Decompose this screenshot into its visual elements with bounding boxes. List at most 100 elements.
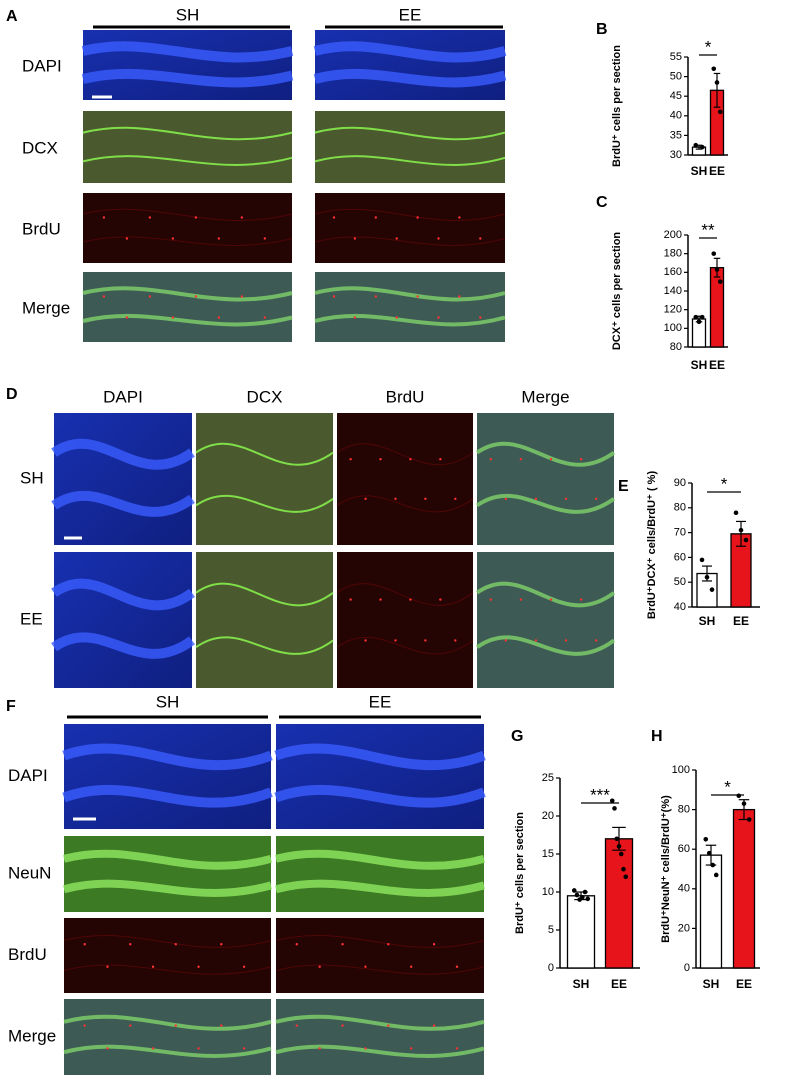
data-point	[714, 80, 720, 85]
data-point	[623, 874, 629, 880]
cell-dot	[151, 1047, 155, 1050]
cell-dot	[416, 216, 419, 219]
cell-dot	[106, 965, 109, 968]
data-point	[693, 314, 699, 320]
cell-dot	[489, 458, 492, 461]
cell-dot	[341, 1024, 344, 1027]
data-point	[612, 806, 617, 811]
y-tick-label: 80	[674, 502, 686, 514]
data-point	[711, 66, 717, 72]
cell-dot	[295, 1024, 298, 1027]
cell-layer	[336, 443, 474, 466]
cell-layer	[82, 236, 293, 246]
row-label: Merge	[8, 1026, 56, 1045]
micrograph	[83, 111, 292, 183]
x-tick-label: EE	[709, 164, 725, 178]
cell-dot	[454, 639, 457, 642]
cell-dot	[374, 216, 377, 219]
cell-layer	[314, 126, 506, 141]
y-tick-label: 70	[674, 527, 686, 539]
cell-dot	[437, 237, 440, 240]
bar	[604, 838, 634, 969]
cell-dot	[394, 639, 397, 642]
row-label: NeuN	[8, 863, 51, 882]
y-tick-label: 50	[670, 71, 682, 83]
cell-layer	[275, 1044, 485, 1058]
data-point	[714, 267, 720, 272]
micrograph	[54, 413, 192, 545]
cell-dot	[129, 943, 132, 946]
cell-dot	[332, 295, 336, 298]
cell-dot	[458, 216, 461, 219]
cell-dot	[432, 1024, 436, 1027]
micrograph	[54, 552, 192, 688]
cell-dot	[353, 316, 357, 319]
column-header: BrdU	[386, 387, 425, 406]
y-tick-label: 40	[678, 883, 690, 895]
row-label: EE	[20, 609, 43, 628]
cell-dot	[549, 598, 553, 601]
cell-layer	[195, 582, 334, 607]
data-point	[580, 895, 585, 900]
y-tick-label: 0	[548, 962, 554, 974]
panel-letter: A	[6, 8, 18, 25]
row-label: DCX	[22, 138, 58, 157]
data-point	[741, 801, 747, 806]
significance: **	[701, 220, 715, 239]
y-tick-label: 30	[670, 149, 682, 161]
cell-layer	[274, 879, 486, 897]
cell-layer	[274, 784, 486, 808]
significance: *	[721, 474, 728, 493]
cell-dot	[318, 1047, 321, 1050]
y-tick-label: 40	[674, 601, 686, 613]
data-point	[585, 896, 591, 902]
cell-dot	[579, 458, 583, 461]
cell-dot	[151, 965, 155, 968]
cell-layer	[313, 68, 507, 88]
data-point	[717, 279, 723, 284]
micrograph	[477, 413, 614, 545]
cell-dot	[263, 237, 267, 240]
cell-dot	[379, 598, 382, 601]
x-tick-label: SH	[699, 614, 716, 628]
cell-dot	[432, 943, 436, 946]
cell-layer	[51, 490, 195, 517]
panel-letter: C	[596, 194, 608, 211]
bar	[709, 267, 725, 348]
micrograph	[276, 918, 484, 993]
y-axis-label: BrdU⁺ cells per section	[514, 812, 526, 934]
column-header: DCX	[247, 387, 283, 406]
cell-layer	[314, 313, 506, 327]
cell-layer	[195, 636, 334, 655]
cell-dot	[217, 316, 221, 319]
cell-dot	[410, 965, 413, 968]
cell-layer	[82, 126, 293, 141]
y-tick-label: 80	[670, 341, 682, 353]
cell-dot	[318, 965, 321, 968]
y-tick-label: 20	[542, 810, 554, 822]
column-header: SH	[176, 5, 200, 24]
cell-dot	[458, 295, 461, 298]
data-point	[710, 862, 716, 868]
y-tick-label: 25	[542, 772, 554, 784]
column-header: Merge	[521, 387, 569, 406]
cell-layer	[63, 1014, 272, 1031]
cell-dot	[534, 497, 538, 500]
y-tick-label: 80	[678, 804, 690, 816]
micrograph	[64, 836, 271, 912]
micrograph	[83, 30, 292, 100]
x-tick-label: SH	[691, 164, 708, 178]
data-point	[616, 844, 622, 849]
cell-layer	[62, 784, 273, 808]
cell-dot	[564, 497, 568, 500]
cell-dot	[424, 497, 427, 500]
y-tick-label: 60	[678, 843, 690, 855]
cell-dot	[220, 1024, 223, 1027]
y-axis-label: DCX⁺ cells per section	[611, 232, 623, 351]
cell-layer	[314, 155, 506, 166]
cell-dot	[364, 965, 367, 968]
significance: ***	[590, 785, 610, 804]
cell-dot	[534, 639, 538, 642]
cell-dot	[240, 295, 244, 298]
bar	[732, 808, 756, 969]
